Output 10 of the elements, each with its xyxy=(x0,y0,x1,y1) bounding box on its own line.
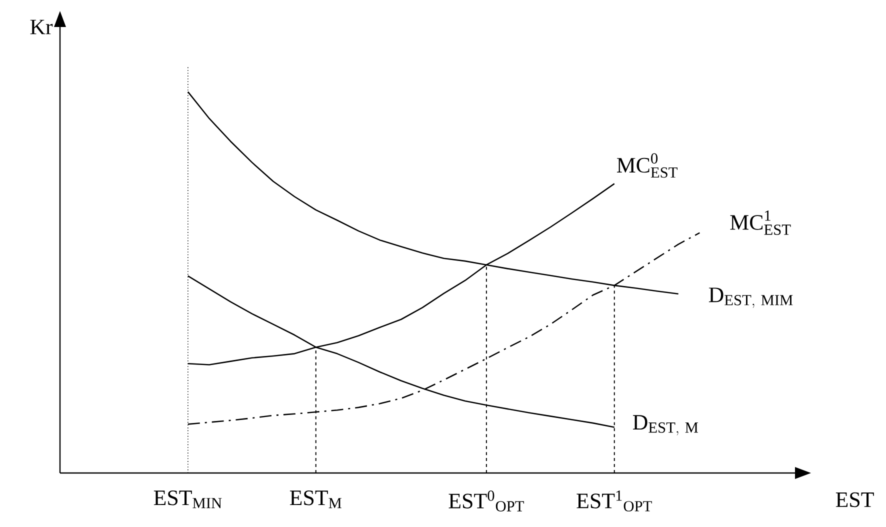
series-label: $\mathrm{D}_{\mathrm{EST,\ M}}$ xyxy=(632,415,698,436)
series-label: $\mathrm{MC}^{\mathrm{0}}_{\mathrm{EST}}$ xyxy=(616,153,678,178)
y-axis-title: Kr xyxy=(30,20,53,34)
x-tick-label: EST$_{M}$ xyxy=(290,490,342,508)
x-tick-label: EST$^{0}$OPT xyxy=(448,490,524,512)
text: EST xyxy=(836,492,874,508)
x-tick-label: EST$^{1}$OPT xyxy=(576,490,652,512)
x-tick-label: EST$_{MIN}$ xyxy=(154,490,222,508)
text: $\mathrm{MC}^{\mathrm{1}}_{\mathrm{EST}}$ xyxy=(730,210,791,235)
text: $\mathrm{D}_{\mathrm{EST,\ MIM}}$ xyxy=(708,288,793,308)
